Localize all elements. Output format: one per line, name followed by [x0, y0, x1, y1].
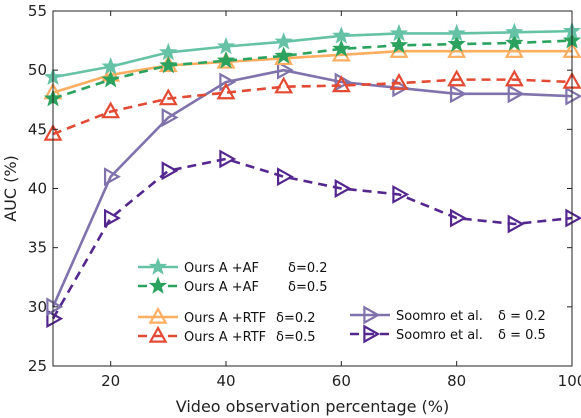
legend-marker — [148, 325, 168, 343]
y-tick-label: 45 — [28, 120, 47, 138]
legend-marker — [148, 306, 168, 324]
y-tick-label: 35 — [28, 239, 47, 257]
y-tick-label: 25 — [28, 357, 47, 375]
x-tick-label: 60 — [332, 372, 351, 390]
series-3-point — [504, 40, 524, 58]
legend-delta: δ=0.5 — [276, 330, 316, 345]
series-1-line — [52, 29, 573, 79]
series-5-point — [161, 108, 179, 127]
series-2-point — [274, 46, 293, 64]
x-axis-label: Video observation percentage (%) — [176, 397, 449, 416]
series-4-point — [504, 69, 524, 87]
series-4-point — [331, 75, 351, 93]
legend-label: Ours A +RTF — [184, 330, 266, 345]
legend-entry-5: Soomro et al. δ = 0.2 — [350, 305, 546, 325]
series-1-point — [274, 32, 293, 50]
legend-delta: δ = 0.2 — [498, 309, 546, 324]
series-2-point — [332, 39, 351, 57]
series-1-point — [159, 42, 178, 61]
legend-label: Ours A +AF — [184, 280, 259, 295]
series-6-point — [392, 184, 410, 204]
legend-entry-4: Ours A +RTF δ=0.5 — [138, 325, 316, 345]
series-6-point — [507, 214, 525, 234]
legend-label: Ours A +RTF — [184, 311, 266, 326]
series-6-point — [161, 161, 179, 181]
y-axis-label: AUC (%) — [1, 155, 20, 222]
series-4 — [43, 69, 581, 141]
series-4-point — [158, 88, 178, 106]
series-5-point — [565, 86, 581, 106]
series-4-point — [216, 82, 236, 100]
legend-marker — [148, 257, 168, 275]
series-1-point — [447, 23, 466, 42]
series-6-point — [46, 309, 64, 329]
legend-delta: δ=0.5 — [288, 280, 328, 295]
series-2-point — [101, 69, 120, 88]
series-5-point — [46, 297, 64, 317]
legend-entry-1: Ours A +AF δ=0.2 — [138, 257, 328, 276]
series-1-point — [389, 23, 409, 42]
series-1 — [43, 21, 581, 86]
series-6-point — [103, 208, 121, 228]
axes: 20 40 60 80 100 25 30 35 40 45 50 55 — [28, 2, 581, 390]
legend-label: Soomro et al. — [396, 328, 483, 343]
series-5-point — [507, 84, 525, 104]
series-3-line — [52, 49, 572, 94]
series-4-point — [274, 76, 294, 94]
series-5-line — [51, 68, 573, 308]
legend-label: Ours A +AF — [184, 261, 259, 276]
y-tick-label: 50 — [28, 61, 47, 79]
legend-delta: δ=0.2 — [288, 261, 328, 276]
series-1-point — [101, 56, 120, 75]
series-1-point — [216, 36, 236, 55]
series-5-point — [103, 167, 121, 187]
series-2-point — [447, 34, 466, 52]
series-5 — [46, 60, 581, 317]
legend-marker — [363, 305, 381, 325]
legend-entry-2: Ours A +AF δ=0.5 — [138, 276, 328, 295]
series-1-point — [332, 26, 351, 44]
series-2-point — [505, 33, 524, 51]
y-tick-label: 55 — [28, 2, 47, 20]
x-tick-label: 100 — [558, 372, 581, 390]
x-tick-label: 40 — [216, 372, 235, 390]
series-6-line — [51, 157, 573, 320]
legend-delta: δ = 0.5 — [498, 328, 546, 343]
y-tick-label: 30 — [28, 298, 47, 316]
series-3 — [43, 40, 581, 100]
series-2-point — [159, 55, 178, 74]
series-1-point — [505, 22, 524, 41]
series-5-point — [449, 84, 467, 104]
series-4-point — [389, 72, 409, 90]
series-6-point — [565, 208, 581, 228]
legend-entry-6: Soomro et al. δ = 0.5 — [350, 324, 546, 344]
series-6 — [46, 149, 581, 329]
y-tick-label: 40 — [28, 180, 47, 198]
series-2-point — [389, 35, 409, 54]
legend-label: Soomro et al. — [396, 309, 483, 324]
legend-marker — [363, 324, 381, 344]
series-2-point — [216, 51, 236, 69]
series-2-line — [52, 39, 573, 100]
legend-entry-3: Ours A +RTF δ=0.2 — [138, 306, 316, 326]
series-6-point — [334, 179, 352, 198]
x-tick-label: 80 — [447, 372, 466, 390]
series-6-point — [276, 167, 294, 187]
series-5-point — [276, 60, 294, 80]
series-4-line — [52, 78, 573, 136]
series-6-point — [219, 149, 237, 169]
x-tick-label: 20 — [101, 372, 120, 390]
series-6-point — [449, 208, 467, 228]
series-4-point — [447, 69, 467, 87]
series-4-point — [101, 101, 121, 119]
legend-delta: δ=0.2 — [276, 311, 316, 326]
legend-marker — [148, 276, 168, 294]
